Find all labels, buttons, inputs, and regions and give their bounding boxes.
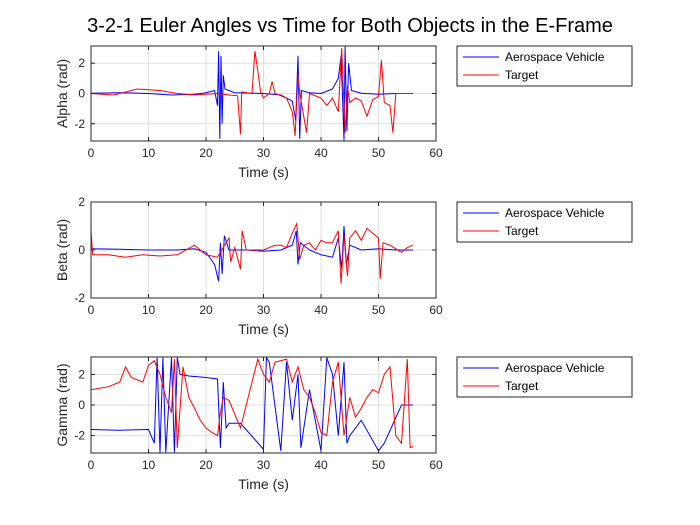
x-axis-label: Time (s) xyxy=(238,476,289,492)
legend-entry: Aerospace Vehicle xyxy=(505,361,605,375)
y-axis-label: Beta (rad) xyxy=(54,219,70,281)
x-tick-label: 40 xyxy=(314,458,328,472)
y-tick-label: 0 xyxy=(78,243,85,257)
legend: Aerospace Vehicle Target xyxy=(456,356,633,398)
x-tick-label: 10 xyxy=(142,458,156,472)
panel-3: 0 10 20 30 40 50 60 -2 0 2 Time (s) Gamma (rad) Aero… xyxy=(54,356,633,492)
legend: Aerospace Vehicle Target xyxy=(456,45,633,87)
legend-box xyxy=(456,356,633,398)
x-tick-label: 0 xyxy=(88,303,95,317)
panel-1: 0 10 20 30 40 50 60 -2 0 2 Time (s) Alpha (rad) Aero… xyxy=(54,45,633,180)
x-tick-label: 10 xyxy=(142,303,156,317)
x-axis-label: Time (s) xyxy=(238,164,289,180)
y-tick-label: 2 xyxy=(78,367,85,381)
y-tick-label: -2 xyxy=(74,117,85,131)
x-tick-label: 50 xyxy=(372,458,386,472)
x-tick-label: 60 xyxy=(429,458,443,472)
series-line-target xyxy=(91,357,414,449)
x-tick-label: 10 xyxy=(142,146,156,160)
x-tick-label: 60 xyxy=(429,146,443,160)
series-line-aerospace-vehicle xyxy=(91,46,413,141)
y-tick-label: 2 xyxy=(78,56,85,70)
y-tick-label: -2 xyxy=(74,429,85,443)
legend: Aerospace Vehicle Target xyxy=(456,201,633,243)
y-axis-label: Gamma (rad) xyxy=(54,363,70,446)
legend-entry: Target xyxy=(505,379,539,393)
x-axis-label: Time (s) xyxy=(238,321,289,337)
x-tick-label: 0 xyxy=(88,458,95,472)
x-tick-label: 40 xyxy=(314,303,328,317)
x-tick-label: 30 xyxy=(257,146,271,160)
series-line-target xyxy=(91,48,413,136)
y-tick-label: -2 xyxy=(74,291,85,305)
figure-title: 3-2-1 Euler Angles vs Time for Both Obje… xyxy=(87,15,613,37)
x-tick-label: 30 xyxy=(257,458,271,472)
legend-box xyxy=(456,201,633,243)
y-tick-label: 2 xyxy=(78,195,85,209)
legend-entry: Target xyxy=(505,68,539,82)
y-tick-label: 0 xyxy=(78,398,85,412)
x-tick-label: 60 xyxy=(429,303,443,317)
x-tick-label: 20 xyxy=(199,303,213,317)
x-tick-label: 50 xyxy=(372,303,386,317)
series-line-target xyxy=(91,221,414,284)
x-tick-label: 30 xyxy=(257,303,271,317)
y-tick-label: 0 xyxy=(78,87,85,101)
x-tick-label: 20 xyxy=(199,146,213,160)
legend-box xyxy=(456,45,633,87)
x-tick-label: 40 xyxy=(314,146,328,160)
y-axis-label: Alpha (rad) xyxy=(54,59,70,128)
x-tick-label: 20 xyxy=(199,458,213,472)
legend-entry: Target xyxy=(505,224,539,238)
legend-entry: Aerospace Vehicle xyxy=(505,50,605,64)
x-tick-label: 50 xyxy=(372,146,386,160)
x-tick-label: 0 xyxy=(88,146,95,160)
legend-entry: Aerospace Vehicle xyxy=(505,206,605,220)
